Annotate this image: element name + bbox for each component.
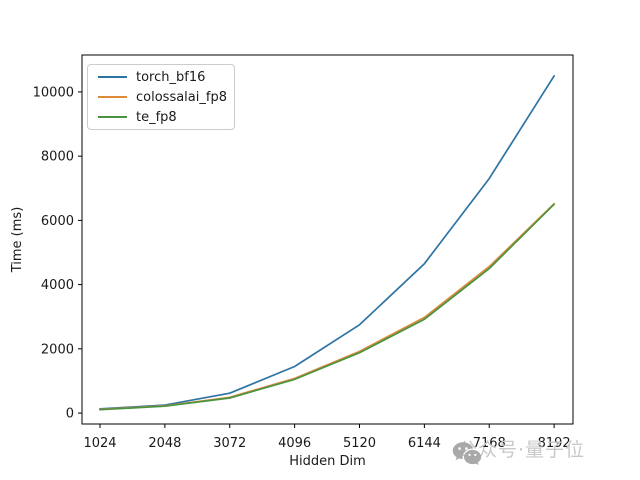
x-tick-label: 2048 — [148, 436, 181, 451]
y-axis-label: Time (ms) — [10, 207, 25, 274]
legend-entry-torch_bf16: torch_bf16 — [98, 67, 234, 87]
plot-spines — [81, 54, 574, 425]
watermark: 公众号·量子位 — [452, 439, 586, 465]
x-tick-label: 6144 — [408, 436, 441, 451]
y-tick-label: 4000 — [41, 278, 74, 293]
y-tick-label: 8000 — [41, 150, 74, 165]
legend: torch_bf16 colossalai_fp8 te_fp8 — [87, 64, 235, 130]
legend-line-swatch — [98, 76, 127, 78]
legend-line-swatch — [98, 96, 127, 98]
x-tick-label: 1024 — [83, 436, 116, 451]
series-torch_bf16 — [99, 75, 555, 410]
series-te_fp8 — [99, 203, 555, 411]
legend-entry-te_fp8: te_fp8 — [98, 107, 234, 127]
y-tick-label: 0 — [66, 407, 74, 422]
x-tick-label: 5120 — [343, 436, 376, 451]
legend-label: colossalai_fp8 — [136, 89, 227, 105]
y-tick-label: 6000 — [41, 214, 74, 229]
legend-label: torch_bf16 — [136, 69, 206, 85]
series-colossalai_fp8 — [99, 202, 555, 411]
x-tick-label: 8192 — [538, 436, 571, 451]
legend-label: te_fp8 — [136, 109, 177, 125]
x-tick-label: 3072 — [213, 436, 246, 451]
y-tick-label: 2000 — [41, 342, 74, 357]
x-tick-label: 7168 — [473, 436, 506, 451]
legend-entry-colossalai_fp8: colossalai_fp8 — [98, 87, 234, 107]
watermark-text: 公众号·量子位 — [458, 439, 586, 461]
legend-line-swatch — [98, 116, 127, 118]
y-tick-label: 10000 — [33, 85, 74, 100]
x-axis-label: Hidden Dim — [289, 454, 366, 469]
x-tick-label: 4096 — [278, 436, 311, 451]
